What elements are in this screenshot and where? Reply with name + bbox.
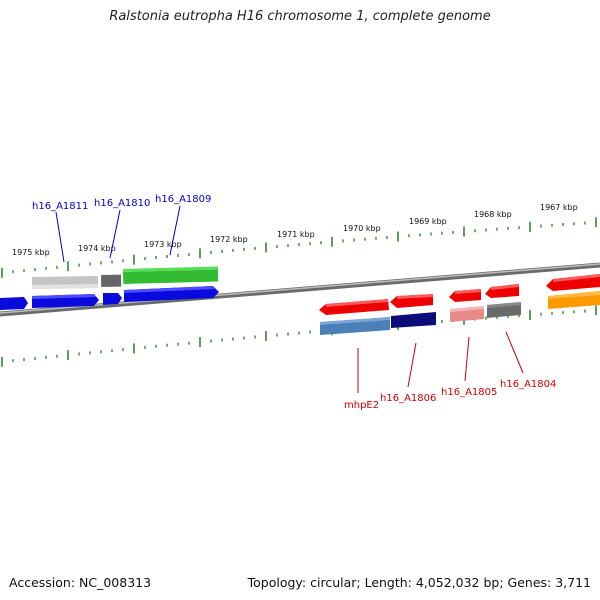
ruler-label-1975: 1975 kbp — [12, 248, 50, 257]
gene-arrow[interactable] — [103, 293, 122, 305]
top-label-leaders — [55, 205, 181, 263]
gene-block-navy[interactable] — [391, 312, 436, 328]
gene-label-h16-a1809[interactable]: h16_A1809 — [155, 194, 211, 205]
gene-arrow[interactable] — [0, 297, 28, 310]
ruler-label-1969: 1969 kbp — [409, 217, 447, 226]
bottom-label-leaders — [357, 331, 524, 393]
outer-tick-ruler — [1, 217, 597, 278]
gene-block-green[interactable] — [123, 269, 219, 284]
ruler-label-1968: 1968 kbp — [474, 210, 512, 219]
ruler-label-1967: 1967 kbp — [540, 203, 578, 212]
gene-label-h16-a1810[interactable]: h16_A1810 — [94, 198, 150, 209]
gene-label-h16-a1804[interactable]: h16_A1804 — [500, 379, 556, 390]
gene-block-darkgrey[interactable] — [101, 274, 122, 287]
gene-label-h16-a1805[interactable]: h16_A1805 — [441, 387, 497, 398]
gene-label-h16-a1811[interactable]: h16_A1811 — [32, 201, 88, 212]
top-strand-genes — [0, 266, 219, 310]
ruler-label-1974: 1974 kbp — [78, 244, 116, 253]
gene-label-mhpe2[interactable]: mhpE2 — [344, 400, 379, 411]
map-title: Ralstonia eutropha H16 chromosome 1, com… — [109, 9, 491, 24]
ruler-label-1970: 1970 kbp — [343, 224, 381, 233]
chromosome-backbone — [0, 262, 600, 317]
accession-text: Accession: NC_008313 — [9, 575, 152, 590]
ruler-label-1973: 1973 kbp — [144, 240, 182, 249]
ruler-label-1971: 1971 kbp — [277, 230, 315, 239]
bottom-strand-genes — [319, 274, 600, 335]
gene-label-h16-a1806[interactable]: h16_A1806 — [380, 393, 436, 404]
ruler-label-1972: 1972 kbp — [210, 235, 248, 244]
topology-text: Topology: circular; Length: 4,052,032 bp… — [247, 575, 591, 590]
